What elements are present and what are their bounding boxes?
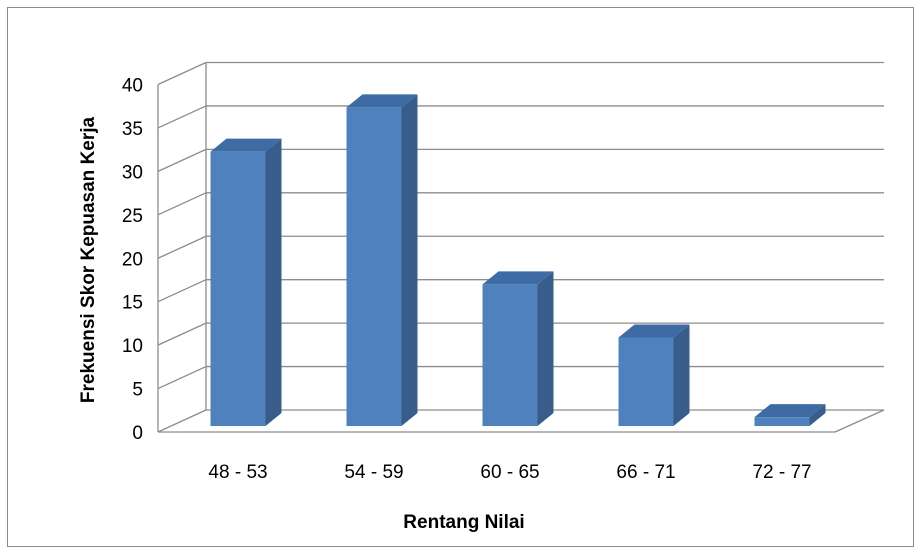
x-axis-title: Rentang Nilai — [403, 512, 524, 533]
x-tick-labels: 48 - 53 54 - 59 60 - 65 66 - 71 72 - 77 — [208, 462, 811, 483]
grid-depth-line — [157, 365, 207, 390]
y-tick-label: 25 — [122, 206, 143, 227]
y-tick-label: 0 — [132, 423, 143, 444]
y-tick-label: 30 — [122, 162, 143, 183]
bar-1 — [210, 138, 282, 426]
floor-right-edge — [834, 409, 885, 433]
bar-side-face — [401, 94, 418, 427]
x-tick-label: 48 - 53 — [208, 462, 267, 483]
grid-depth-line — [157, 235, 207, 259]
grid-depth-line — [157, 192, 207, 216]
bar-front-face — [618, 337, 674, 426]
bar-top-face — [618, 324, 690, 338]
bar-layer — [210, 94, 826, 427]
bar-side-face — [537, 271, 554, 426]
bar-side-face — [265, 138, 282, 426]
bar-top-face — [210, 138, 282, 152]
grid-depth-line — [157, 322, 207, 346]
y-tick-label: 10 — [122, 336, 143, 357]
grid-depth-line — [157, 61, 207, 86]
grid-depth-line — [157, 279, 207, 303]
bar-top-face — [346, 94, 418, 108]
grid-depth-line — [157, 105, 207, 129]
x-tick-label: 54 - 59 — [344, 462, 403, 483]
bar-front-face — [210, 151, 266, 426]
bar-3 — [482, 271, 554, 426]
bar-front-face — [754, 417, 810, 426]
grid-depth-line — [157, 409, 207, 433]
bar-side-face — [809, 404, 826, 426]
grid-depth-line — [157, 148, 207, 172]
y-tick-labels: 0 5 10 15 20 25 30 35 40 — [122, 76, 143, 445]
grid-layer — [157, 61, 885, 433]
y-tick-label: 15 — [122, 293, 143, 314]
x-tick-label: 72 - 77 — [752, 462, 811, 483]
y-tick-label: 35 — [122, 119, 143, 140]
bar-top-face — [754, 404, 826, 418]
bar-front-face — [346, 107, 402, 427]
bar-front-face — [482, 284, 538, 426]
y-tick-label: 40 — [122, 76, 143, 97]
bar-5 — [754, 404, 826, 426]
y-tick-label: 5 — [132, 380, 143, 401]
x-tick-label: 66 - 71 — [616, 462, 675, 483]
y-tick-label: 20 — [122, 249, 143, 270]
bar-4 — [618, 324, 690, 426]
x-tick-label: 60 - 65 — [480, 462, 539, 483]
bar-top-face — [482, 271, 554, 285]
bar-2 — [346, 94, 418, 427]
bar-side-face — [673, 324, 690, 426]
y-axis-title: Frekuensi Skor Kepuasan Kerja — [78, 116, 99, 403]
